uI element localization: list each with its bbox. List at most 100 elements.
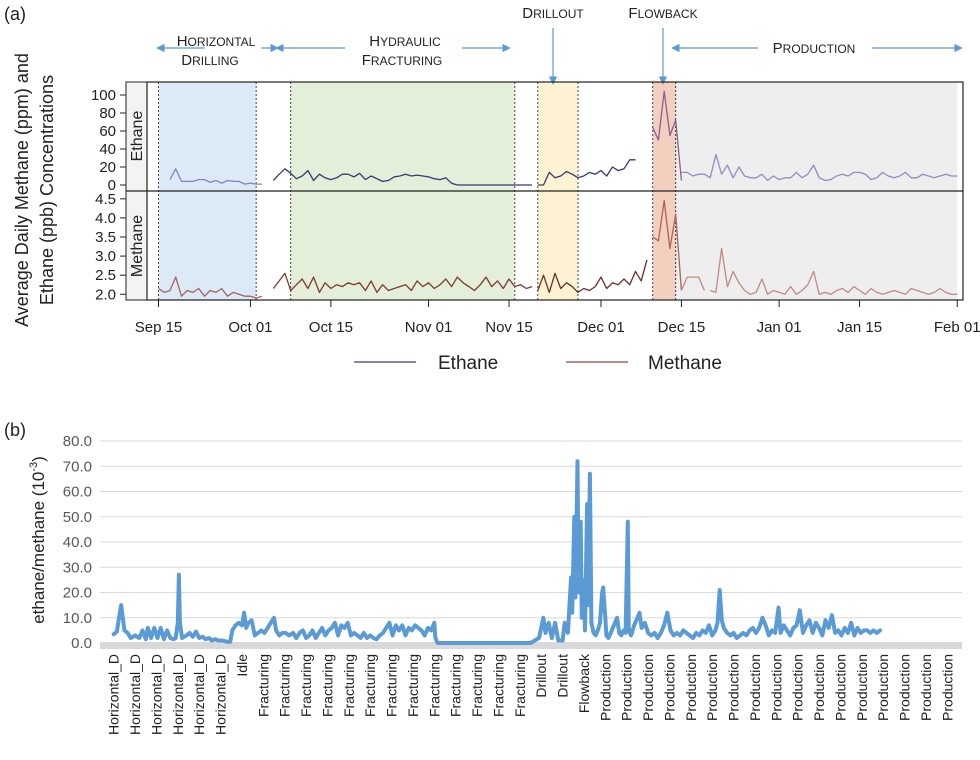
panel-b-y-axis: 0.0 10.0 20.0 30.0 40.0 50.0 60.0 70.0 80.0 [63,433,92,652]
b-ytick-label-1: 10.0 [63,610,92,627]
panel-b-label: (b) [4,420,26,440]
b-xtick-label-33: Production [811,654,827,721]
b-xtick-label-24: Production [619,654,635,721]
b-ytick-label-0: 0.0 [71,635,92,652]
b-ytick-label-6: 60.0 [63,484,92,501]
methane-line-segment-1 [272,272,533,294]
methane-ytick-label-4: 4.0 [95,210,116,227]
b-xtick-label-28: Production [704,654,720,721]
b-xtick-label-29: Production [726,654,742,721]
panel-b-ylabel-close: ) [29,456,48,462]
b-xtick-label-6: Idle [234,654,250,677]
a-xtick-label-2: Oct 15 [309,319,353,336]
b-ytick-label-8: 80.0 [63,433,92,450]
a-xtick-label-9: Feb 01 [934,319,980,336]
panel-b-x-axis: Horizontal_D Horizontal_D Horizontal_D Hori… [106,653,956,735]
phase-headers: HORIZONTALDRILLINGHYDRAULICFRACTURINGDRI… [156,5,963,85]
b-xtick-label-25: Production [640,654,656,721]
panel-a-x-axis: Sep 15 Oct 01 Oct 15 Nov 01 Nov 15 Dec 01 Dec … [135,300,980,336]
phase-2-label-initial: D [522,5,533,22]
panel-a-label: (a) [4,4,26,24]
panel-b-series [111,459,882,645]
b-ytick-label-3: 30.0 [63,559,92,576]
methane-ytick-label-1: 2.5 [95,267,116,284]
ratio-line [111,459,882,645]
ethane-line-segment-3 [652,90,683,181]
panel-a-ylabel-line1: Average Daily Methane (ppm) and [12,53,32,327]
phase-4-label-initial: P [773,40,783,57]
phase-3-label-initial: F [628,5,637,22]
ethane-ytick-label-3: 60 [99,123,116,140]
b-xtick-label-34: Production [832,654,848,721]
phase-0-label-line2-initial: D [181,52,192,69]
phase-0-label-line2: DRILLING [181,52,239,69]
phase-0-label-line1: HORIZONTAL [177,33,256,50]
b-ytick-label-7: 70.0 [63,458,92,475]
phase-1-label-line2-initial: F [362,52,371,69]
a-xtick-label-5: Dec 01 [577,319,625,336]
b-xtick-label-15: Fracturing [426,654,442,717]
b-xtick-label-16: Fracturing [448,654,464,717]
b-xtick-label-35: Production [854,654,870,721]
panel-a-lines [158,90,958,299]
b-xtick-label-12: Fracturing [362,654,378,717]
ethane-strip-label: Ethane [129,111,146,162]
b-xtick-label-3: Horizontal_D [170,654,186,735]
b-xtick-label-38: Production [918,654,934,721]
methane-strip-label: Methane [129,215,146,277]
b-xtick-label-39: Production [939,654,955,721]
methane-ytick-label-5: 4.5 [95,191,116,208]
a-xtick-label-8: Jan 15 [837,319,882,336]
ethane-line-segment-2 [537,159,636,186]
legend-ethane-label: Ethane [438,353,498,374]
b-xtick-label-32: Production [790,654,806,721]
a-xtick-label-3: Nov 01 [405,319,453,336]
ethane-ytick-label-1: 20 [99,159,116,176]
b-xtick-label-7: Fracturing [255,654,271,717]
phase-1-label-line2-rest: RACTURING [371,54,442,68]
b-xtick-label-37: Production [897,654,913,721]
b-xtick-label-10: Fracturing [319,654,335,717]
panel-b-ylabel-main: ethane/methane (10 [29,472,48,624]
methane-line-segment-5 [709,247,958,295]
panel-a-legend: Ethane Methane [354,353,722,374]
panel-a: (a) Average Daily Methane (ppm) and Etha… [4,4,980,374]
methane-line-segment-2 [537,259,648,294]
phase-1-label-line1-rest: YDRAULIC [380,35,441,49]
b-xtick-label-8: Fracturing [277,654,293,717]
phase-1-label-line1: HYDRAULIC [369,33,441,50]
b-xtick-label-17: Fracturing [469,654,485,717]
phase-0-label-line2-rest: RILLING [192,54,239,68]
b-xtick-label-19: Fracturing [512,654,528,717]
b-xtick-label-9: Fracturing [298,654,314,717]
ethane-line-segment-0 [169,168,262,185]
ethane-ytick-label-0: 0 [108,177,116,194]
ethane-ytick-label-2: 40 [99,141,116,158]
phase-3-label-rest: LOWBACK [638,7,698,21]
a-xtick-label-0: Sep 15 [135,319,183,336]
b-xtick-label-30: Production [747,654,763,721]
b-xtick-label-0: Horizontal_D [106,654,122,735]
b-xtick-label-2: Horizontal_D [148,654,164,735]
panel-b-grid [100,440,962,619]
b-xtick-label-11: Fracturing [341,654,357,717]
legend-methane-label: Methane [648,353,722,374]
methane-ytick-label-2: 3.0 [95,248,116,265]
methane-line-segment-0 [158,276,263,299]
b-xtick-label-26: Production [661,654,677,721]
b-xtick-label-36: Production [875,654,891,721]
panel-b-baseline [100,642,962,649]
b-xtick-label-14: Fracturing [405,654,421,717]
phase-2-label-rest: RILLOUT [533,7,584,21]
phase-1-label-line1-initial: H [369,33,380,50]
ethane-line-segment-1 [272,168,532,186]
b-ytick-label-2: 20.0 [63,585,92,602]
phase-1-label-line2: FRACTURING [362,52,443,69]
ethane-ytick-label-5: 100 [91,87,116,104]
methane-ytick-label-3: 3.5 [95,229,116,246]
b-xtick-label-5: Horizontal_D [213,654,229,735]
b-xtick-label-13: Fracturing [384,654,400,717]
methane-ytick-label-0: 2.0 [95,286,116,303]
